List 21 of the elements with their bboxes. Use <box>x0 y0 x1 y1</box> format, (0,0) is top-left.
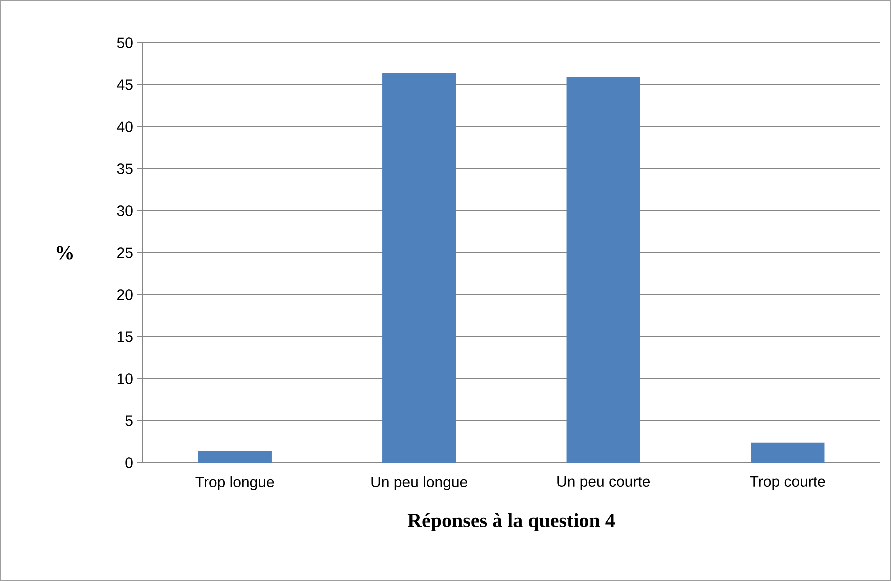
y-tick-label: 30 <box>117 206 133 216</box>
bar <box>566 77 640 463</box>
x-axis-title: Réponses à la question 4 <box>408 513 616 532</box>
y-tick-label: 5 <box>126 416 133 426</box>
y-tick-label: 35 <box>117 164 133 174</box>
y-tick-label: 45 <box>117 80 133 90</box>
x-tick-label: Trop longue <box>196 476 274 491</box>
bar <box>751 442 825 463</box>
y-tick-label: 20 <box>118 290 133 300</box>
y-tick-label: 25 <box>118 248 133 258</box>
bar <box>382 73 456 463</box>
x-tick-label: Trop courte <box>750 476 826 490</box>
y-tick-label: 50 <box>117 38 133 48</box>
bar <box>198 451 272 463</box>
y-tick-label: 10 <box>118 374 133 384</box>
y-tick-label: 0 <box>126 458 133 468</box>
x-tick-label: Un peu courte <box>558 476 650 490</box>
x-tick-label: Un peu longue <box>372 476 468 491</box>
y-tick-label: 40 <box>117 122 133 132</box>
y-tick-label: 15 <box>118 332 133 342</box>
y-axis-title: % <box>56 246 73 260</box>
